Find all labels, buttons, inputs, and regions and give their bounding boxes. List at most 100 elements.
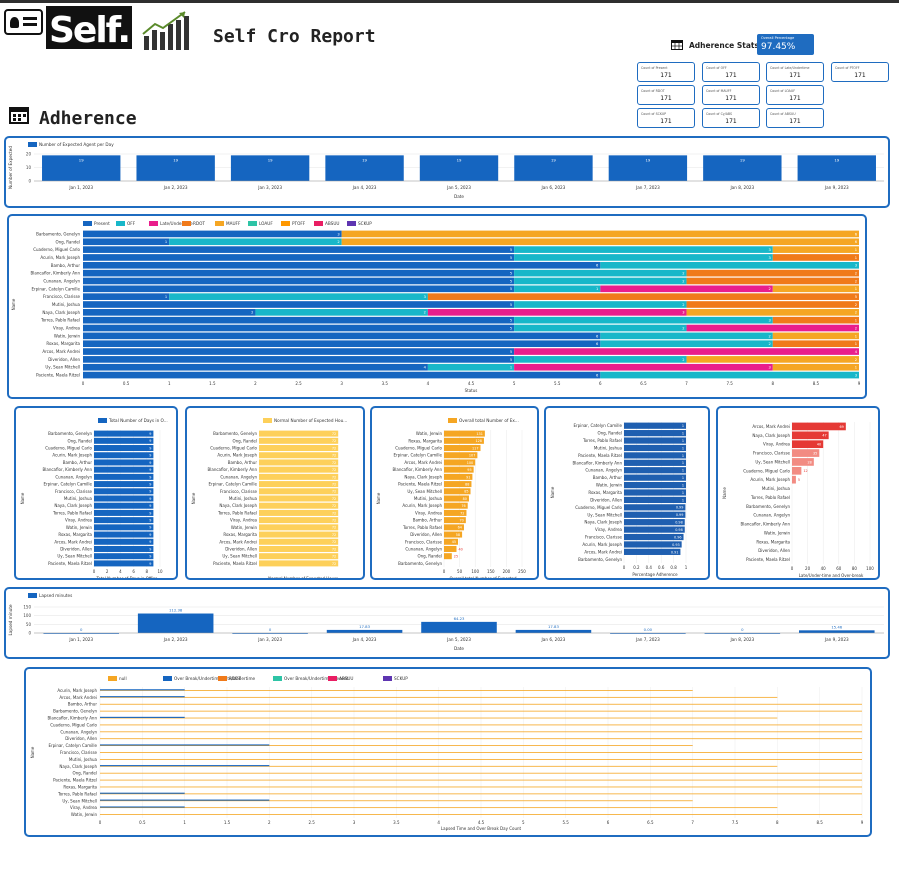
data-label: 19: [457, 157, 462, 162]
bar: [100, 806, 185, 808]
bar: [325, 155, 404, 181]
y-axis-title: Name: [11, 298, 16, 310]
bar: [259, 545, 339, 552]
y-tick-label: Arcos, Mark Andrei: [54, 539, 92, 544]
y-tick-label: Diveridon, Allen: [758, 548, 790, 553]
bar: [421, 621, 497, 633]
data-label: 9: [149, 519, 151, 523]
data-label: 1: [682, 439, 684, 443]
bar: [624, 459, 686, 466]
x-tick-label: 7.5: [732, 820, 739, 825]
y-tick-label: Cunanan, Angelyn: [405, 546, 442, 551]
bar: [94, 430, 154, 437]
y-axis-title: Name: [30, 746, 35, 758]
stats-calendar-icon: [671, 40, 683, 50]
y-tick-label: Mutini, Joshua: [69, 757, 98, 762]
bar: [100, 724, 862, 726]
bar-segment: [83, 332, 601, 340]
legend-label: Number of Expected Agent per Day: [39, 142, 114, 147]
x-tick-label: 5.5: [562, 820, 569, 825]
y-tick-label: Roxas, Margarita: [408, 438, 442, 443]
x-tick-label: 4: [119, 569, 122, 574]
y-tick-label: Uy, Sean Mitchell: [755, 459, 790, 464]
y-tick-label: Blancaflor, Kimberly Ann: [573, 460, 623, 465]
bar: [230, 155, 310, 181]
stat-card-label: Count of RDOT: [641, 89, 665, 93]
bar: [792, 458, 814, 466]
x-tick-label: 7: [691, 820, 694, 825]
bar-segment: [341, 230, 860, 238]
y-tick-label: Ong, Randel: [55, 239, 80, 244]
bar-segment: [83, 293, 170, 300]
x-tick-label: Jan 7, 2023: [635, 185, 660, 190]
y-tick-label: Erpinar, Catelyn Camille: [574, 423, 623, 428]
y-tick-label: Paciente, Maela Ritzel: [36, 373, 80, 378]
data-label: 1: [855, 342, 857, 346]
stat-card-value: 171: [725, 118, 737, 125]
bar: [232, 633, 308, 634]
data-label: 5: [510, 303, 512, 307]
bar: [137, 613, 214, 633]
bar: [100, 779, 862, 781]
bar: [94, 445, 154, 452]
x-tick-label: 4: [437, 820, 440, 825]
x-tick-label: 200: [503, 569, 511, 574]
y-tick-label: Viray, Andrea: [53, 326, 81, 331]
legend-label: RDOT: [229, 676, 241, 681]
y-tick-label: 100: [23, 613, 31, 618]
stat-card: Count of LOAUF 171: [766, 85, 824, 105]
bar-segment: [600, 261, 859, 269]
legend-label: OFF: [127, 221, 136, 226]
y-tick-label: Roxas, Margarita: [223, 532, 257, 537]
bar: [799, 630, 875, 633]
data-label: 19: [645, 157, 650, 162]
data-label: 17.83: [548, 624, 559, 629]
overall-percentage-label: Overall Percentage: [761, 36, 795, 40]
bar: [608, 155, 688, 181]
legend-swatch: [263, 418, 272, 423]
data-label: 72: [332, 468, 336, 472]
bar-segment: [772, 285, 859, 293]
data-label: 9: [149, 504, 151, 508]
data-label: 9: [149, 432, 151, 436]
y-tick-label: Roxas, Margarita: [63, 784, 97, 789]
bar-segment: [83, 340, 601, 348]
y-tick-label: Mutini, Joshua: [414, 496, 443, 501]
data-label: 2: [855, 272, 857, 276]
bar-segment: [83, 356, 515, 363]
stat-card-label: Count of ABSUU: [770, 112, 796, 116]
x-tick-label: 0: [791, 566, 794, 571]
data-label: 6: [596, 264, 599, 268]
y-axis-title: Lapsed minute: [8, 604, 13, 635]
bar: [444, 517, 466, 524]
bar: [100, 807, 778, 809]
y-tick-label: Cuaderno, Miguel Carlo: [33, 247, 80, 252]
stat-card: Count of MAUFF 171: [702, 85, 760, 105]
bar: [444, 459, 476, 466]
data-label: 72: [460, 511, 464, 515]
y-tick-label: Ong, Randel: [417, 554, 442, 559]
y-tick-label: Diveridon, Allen: [60, 546, 92, 551]
x-tick-label: 1: [183, 820, 186, 825]
stat-card-label: Count of LOAUF: [770, 89, 796, 93]
y-tick-label: Torres, Pablo Rafael: [582, 438, 622, 443]
data-label: 3: [768, 319, 770, 323]
data-label: 107: [469, 454, 475, 458]
data-label: 72: [332, 555, 336, 559]
data-label: 6: [855, 240, 858, 244]
bar: [94, 560, 154, 567]
legend-swatch: [314, 221, 323, 226]
data-label: 2: [768, 287, 770, 291]
bar-segment: [686, 356, 859, 363]
data-label: 0: [80, 627, 83, 632]
data-label: 3: [768, 366, 770, 370]
x-tick-label: Jan 6, 2023: [541, 185, 566, 190]
x-tick-label: Jan 3, 2023: [257, 637, 282, 642]
data-label: 72: [332, 511, 336, 515]
x-tick-label: 2: [254, 381, 257, 386]
bar: [624, 541, 682, 548]
y-axis-title: Name: [550, 486, 555, 498]
y-tick-label: Acurin, Mark Joseph: [750, 477, 790, 482]
data-label: 2: [855, 311, 857, 315]
